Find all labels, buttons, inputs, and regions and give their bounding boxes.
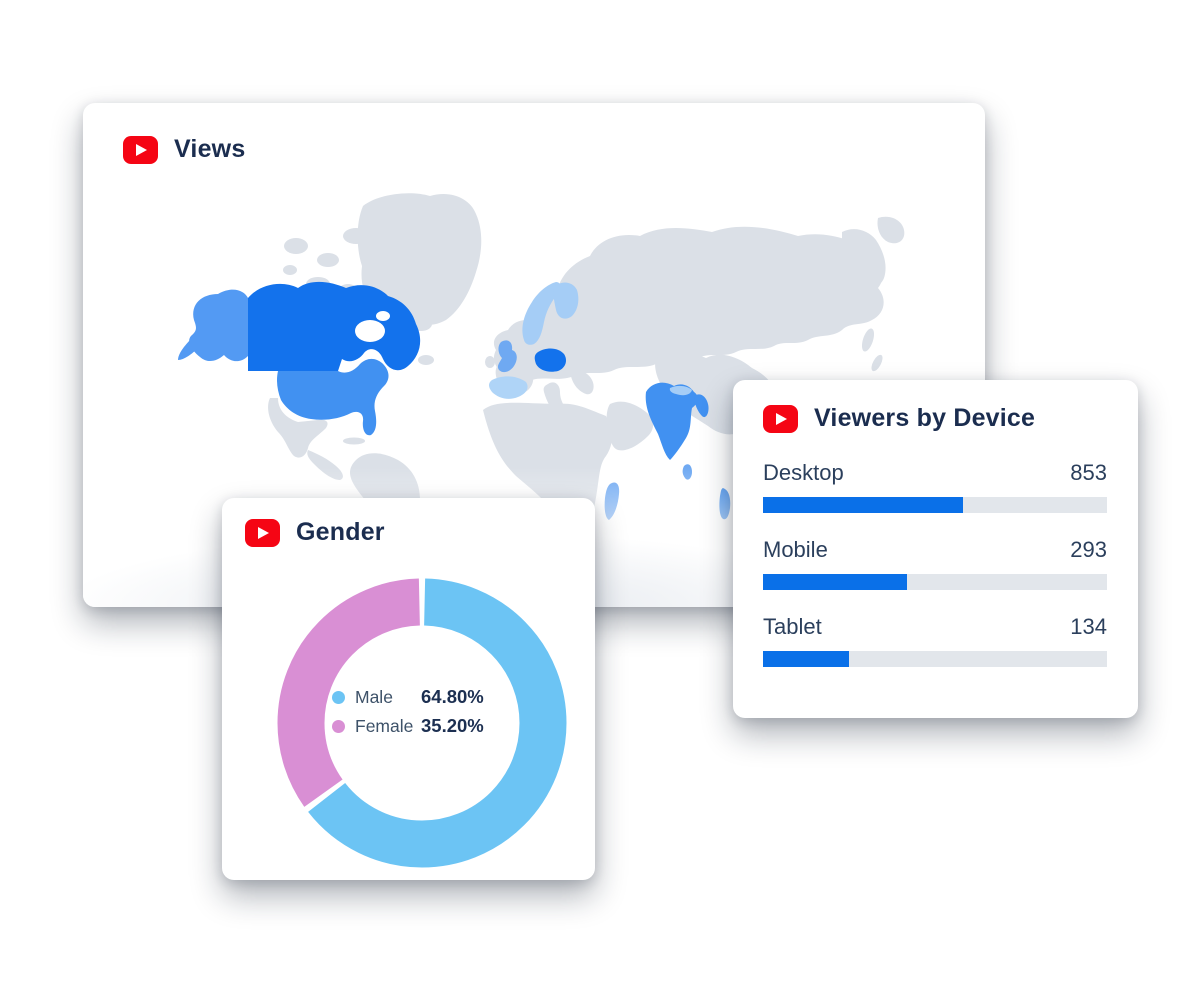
device-row-mobile: Mobile 293 [763, 537, 1107, 590]
hudson-bay-inlet [376, 311, 390, 321]
region-spain [489, 376, 528, 399]
landmass-arabia [606, 401, 654, 451]
device-label: Desktop [763, 460, 844, 485]
region-alaska [189, 289, 248, 362]
views-card-title: Views [174, 135, 246, 163]
gender-card: Gender Male 64.80% Female 35.20% [222, 498, 595, 880]
bar-track [763, 497, 1107, 513]
legend-row-female: Female 35.20% [332, 713, 484, 739]
landmass-japan-north [861, 328, 875, 352]
device-card-header: Viewers by Device [763, 404, 1035, 433]
region-poland [534, 348, 566, 372]
hudson-bay [355, 320, 385, 342]
region-bangladesh-myanmar [694, 394, 709, 418]
gender-donut-chart [277, 578, 567, 868]
landmass-cuba [343, 437, 365, 445]
viewers-by-device-card: Viewers by Device Desktop 853 Mobile 293… [733, 380, 1138, 718]
region-canada [248, 281, 421, 371]
region-uk [497, 340, 517, 373]
landmass-japan-south [871, 354, 883, 372]
landmass-kamchatka [842, 229, 886, 287]
landmass-eurasia [493, 226, 884, 382]
device-value: 853 [1070, 460, 1107, 485]
legend-label: Female [355, 715, 414, 736]
region-usa [277, 358, 389, 436]
landmass-greenland [357, 193, 482, 325]
landmass-ireland [485, 356, 495, 368]
youtube-icon [123, 135, 158, 164]
gender-legend: Male 64.80% Female 35.20% [332, 684, 484, 742]
landmass-chukotka [877, 216, 905, 244]
device-card-title: Viewers by Device [814, 404, 1036, 432]
views-card-header: Views [123, 135, 245, 164]
landmass-newfoundland [418, 355, 434, 365]
gender-card-header: Gender [245, 518, 385, 547]
device-row-desktop: Desktop 853 [763, 460, 1107, 513]
legend-value: 35.20% [421, 715, 484, 736]
landmass-balkans [570, 370, 594, 395]
region-nepal [669, 385, 692, 396]
device-label: Tablet [763, 614, 822, 639]
bar-fill-mobile [763, 574, 908, 590]
region-norway [522, 282, 561, 345]
legend-value: 64.80% [421, 686, 484, 707]
female-dot-icon [332, 719, 345, 733]
device-rows: Desktop 853 Mobile 293 Tablet 134 [763, 460, 1107, 691]
youtube-icon [763, 404, 798, 433]
bar-fill-tablet [763, 651, 849, 667]
male-dot-icon [332, 690, 345, 704]
gender-card-title: Gender [296, 518, 385, 546]
region-india [645, 382, 698, 460]
youtube-icon [245, 518, 280, 547]
device-row-tablet: Tablet 134 [763, 614, 1107, 667]
bar-track [763, 574, 1107, 590]
region-aleutian-tail [178, 338, 198, 360]
legend-label: Male [355, 686, 393, 707]
bar-fill-desktop [763, 497, 963, 513]
device-value: 293 [1070, 537, 1107, 562]
landmass-mexico [268, 398, 328, 458]
donut-segment-female [277, 578, 567, 868]
bar-track [763, 651, 1107, 667]
device-value: 134 [1070, 614, 1107, 639]
region-finland [553, 282, 579, 319]
donut-segment-male [277, 578, 567, 868]
device-label: Mobile [763, 537, 828, 562]
legend-row-male: Male 64.80% [332, 684, 484, 710]
